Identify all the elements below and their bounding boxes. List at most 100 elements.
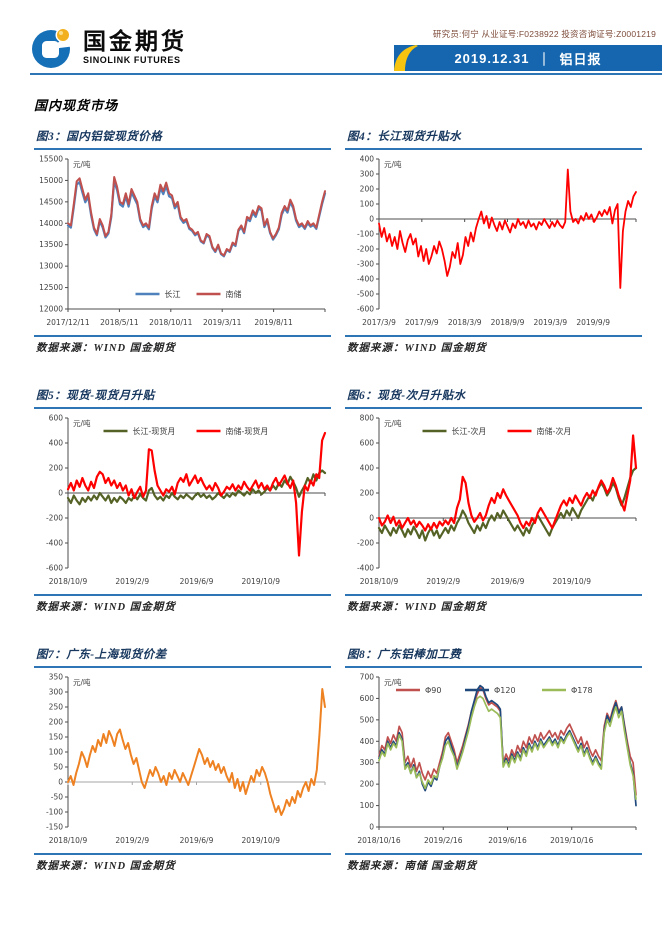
svg-text:15500: 15500 xyxy=(39,155,63,164)
svg-text:元/吨: 元/吨 xyxy=(384,677,402,687)
analyst-credentials: 研究员:何宁 从业证号:F0238922 投资咨询证号:Z0001219 xyxy=(432,29,656,39)
figure-plot: 700 600 500 400 300 200 100 0 2018/10/16 2019/2/1… xyxy=(345,668,642,852)
figure-title: 图5：现货-现货月升贴 xyxy=(34,387,331,409)
svg-text:-400: -400 xyxy=(357,275,374,284)
svg-text:南储-次月: 南储-次月 xyxy=(537,426,572,436)
chart-figure-7: 图7：广东-上海现货价差 350 300 250 200 150 100 50 0 -50 -100… xyxy=(34,646,331,873)
svg-text:200: 200 xyxy=(49,464,64,473)
figure-source: 数据来源：WIND 国金期货 xyxy=(34,335,331,355)
svg-text:南储-现货月: 南储-现货月 xyxy=(226,426,269,436)
svg-text:2019/10/9: 2019/10/9 xyxy=(242,836,281,845)
chart-canvas: 15500 15000 14500 14000 13500 13000 12500 12000… xyxy=(39,155,327,327)
svg-text:元/吨: 元/吨 xyxy=(73,677,91,687)
svg-text:2017/9/9: 2017/9/9 xyxy=(405,318,439,327)
svg-text:Φ178: Φ178 xyxy=(571,686,593,695)
svg-text:0: 0 xyxy=(369,215,374,224)
svg-text:2019/3/9: 2019/3/9 xyxy=(533,318,567,327)
svg-text:2019/2/9: 2019/2/9 xyxy=(115,577,149,586)
chart-figure-5: 图5：现货-现货月升贴 600 400 200 0 -200 -400 -600 2018/10… xyxy=(34,387,331,614)
svg-text:2019/6/9: 2019/6/9 xyxy=(180,836,214,845)
header-meta: 研究员:何宁 从业证号:F0238922 投资咨询证号:Z0001219 201… xyxy=(394,28,662,71)
svg-text:600: 600 xyxy=(49,414,64,423)
svg-text:12000: 12000 xyxy=(39,305,63,314)
svg-text:14000: 14000 xyxy=(39,219,63,228)
logo-text: 国金期货 SINOLINK FUTURES xyxy=(83,29,187,64)
svg-text:300: 300 xyxy=(49,688,64,697)
svg-text:0: 0 xyxy=(369,514,374,523)
svg-text:元/吨: 元/吨 xyxy=(73,159,91,169)
svg-text:-400: -400 xyxy=(46,539,63,548)
logo-name-cn: 国金期货 xyxy=(83,28,187,55)
svg-text:100: 100 xyxy=(49,748,64,757)
svg-text:2019/10/16: 2019/10/16 xyxy=(550,836,593,845)
svg-text:-600: -600 xyxy=(357,305,374,314)
section-title: 国内现货市场 xyxy=(34,98,119,113)
figure-title: 图7：广东-上海现货价差 xyxy=(34,646,331,668)
svg-text:400: 400 xyxy=(360,155,375,164)
svg-text:长江-现货月: 长江-现货月 xyxy=(133,426,176,436)
chart-figure-4: 图4：长江现货升贴水 400 300 200 100 0 -100 -200 -300 -400 -… xyxy=(345,128,642,355)
svg-text:Φ90: Φ90 xyxy=(425,686,441,695)
svg-text:-200: -200 xyxy=(357,539,374,548)
svg-text:-100: -100 xyxy=(46,808,63,817)
company-logo: 国金期货 SINOLINK FUTURES xyxy=(30,24,187,70)
svg-text:2019/2/16: 2019/2/16 xyxy=(424,836,463,845)
svg-text:700: 700 xyxy=(360,673,375,682)
svg-text:-150: -150 xyxy=(46,823,63,832)
svg-text:元/吨: 元/吨 xyxy=(384,418,402,428)
figure-source: 数据来源：WIND 国金期货 xyxy=(34,594,331,614)
svg-text:2017/12/11: 2017/12/11 xyxy=(46,318,89,327)
svg-text:15000: 15000 xyxy=(39,176,63,185)
svg-text:2019/2/9: 2019/2/9 xyxy=(115,836,149,845)
svg-text:-300: -300 xyxy=(357,260,374,269)
svg-text:2018/10/11: 2018/10/11 xyxy=(149,318,192,327)
banner-separator: ｜ xyxy=(537,51,552,67)
svg-text:600: 600 xyxy=(360,439,375,448)
svg-text:-50: -50 xyxy=(51,793,63,802)
svg-text:500: 500 xyxy=(360,715,375,724)
svg-text:2019/8/11: 2019/8/11 xyxy=(254,318,293,327)
svg-text:100: 100 xyxy=(360,801,375,810)
svg-text:-600: -600 xyxy=(46,564,63,573)
svg-text:-400: -400 xyxy=(357,564,374,573)
svg-text:2018/10/9: 2018/10/9 xyxy=(49,577,88,586)
figure-plot: 400 300 200 100 0 -100 -200 -300 -400 -500 -600 201… xyxy=(345,150,642,334)
chart-canvas: 600 400 200 0 -200 -400 -600 2018/10/9 2019/2/9 2… xyxy=(46,414,327,586)
svg-text:2018/5/11: 2018/5/11 xyxy=(100,318,139,327)
svg-text:12500: 12500 xyxy=(39,283,63,292)
figure-source: 数据来源：南储 国金期货 xyxy=(345,853,642,873)
svg-text:2019/6/9: 2019/6/9 xyxy=(491,577,525,586)
figure-plot: 600 400 200 0 -200 -400 -600 2018/10/9 2019/2/9 2… xyxy=(34,409,331,593)
svg-text:50: 50 xyxy=(53,763,63,772)
svg-text:2019/6/9: 2019/6/9 xyxy=(180,577,214,586)
svg-text:300: 300 xyxy=(360,170,375,179)
svg-text:2019/6/16: 2019/6/16 xyxy=(488,836,527,845)
svg-text:-200: -200 xyxy=(46,514,63,523)
svg-text:-200: -200 xyxy=(357,245,374,254)
svg-text:2019/3/11: 2019/3/11 xyxy=(203,318,242,327)
svg-text:2018/10/9: 2018/10/9 xyxy=(49,836,88,845)
svg-text:600: 600 xyxy=(360,694,375,703)
svg-text:0: 0 xyxy=(369,823,374,832)
svg-text:200: 200 xyxy=(360,780,375,789)
chart-canvas: 400 300 200 100 0 -100 -200 -300 -400 -500 -600 201… xyxy=(357,155,637,327)
figure-title: 图4：长江现货升贴水 xyxy=(345,128,642,150)
report-date: 2019.12.31 xyxy=(454,50,530,66)
figure-source: 数据来源：WIND 国金期货 xyxy=(345,594,642,614)
figure-source: 数据来源：WIND 国金期货 xyxy=(345,335,642,355)
svg-text:-100: -100 xyxy=(357,230,374,239)
svg-text:-500: -500 xyxy=(357,290,374,299)
svg-text:13500: 13500 xyxy=(39,240,63,249)
svg-text:0: 0 xyxy=(58,489,63,498)
svg-text:南储: 南储 xyxy=(226,289,242,299)
svg-text:200: 200 xyxy=(49,718,64,727)
svg-text:2018/9/9: 2018/9/9 xyxy=(491,318,525,327)
ribbon-swoosh-icon xyxy=(394,45,418,71)
report-header: 国金期货 SINOLINK FUTURES 研究员:何宁 从业证号:F02389… xyxy=(0,0,662,71)
svg-text:800: 800 xyxy=(360,414,375,423)
figure-plot: 800 600 400 200 0 -200 -400 2018/10/9 2019/2/9 20… xyxy=(345,409,642,593)
svg-text:0: 0 xyxy=(58,778,63,787)
svg-text:14500: 14500 xyxy=(39,197,63,206)
figure-title: 图3：国内铝锭现货价格 xyxy=(34,128,331,150)
